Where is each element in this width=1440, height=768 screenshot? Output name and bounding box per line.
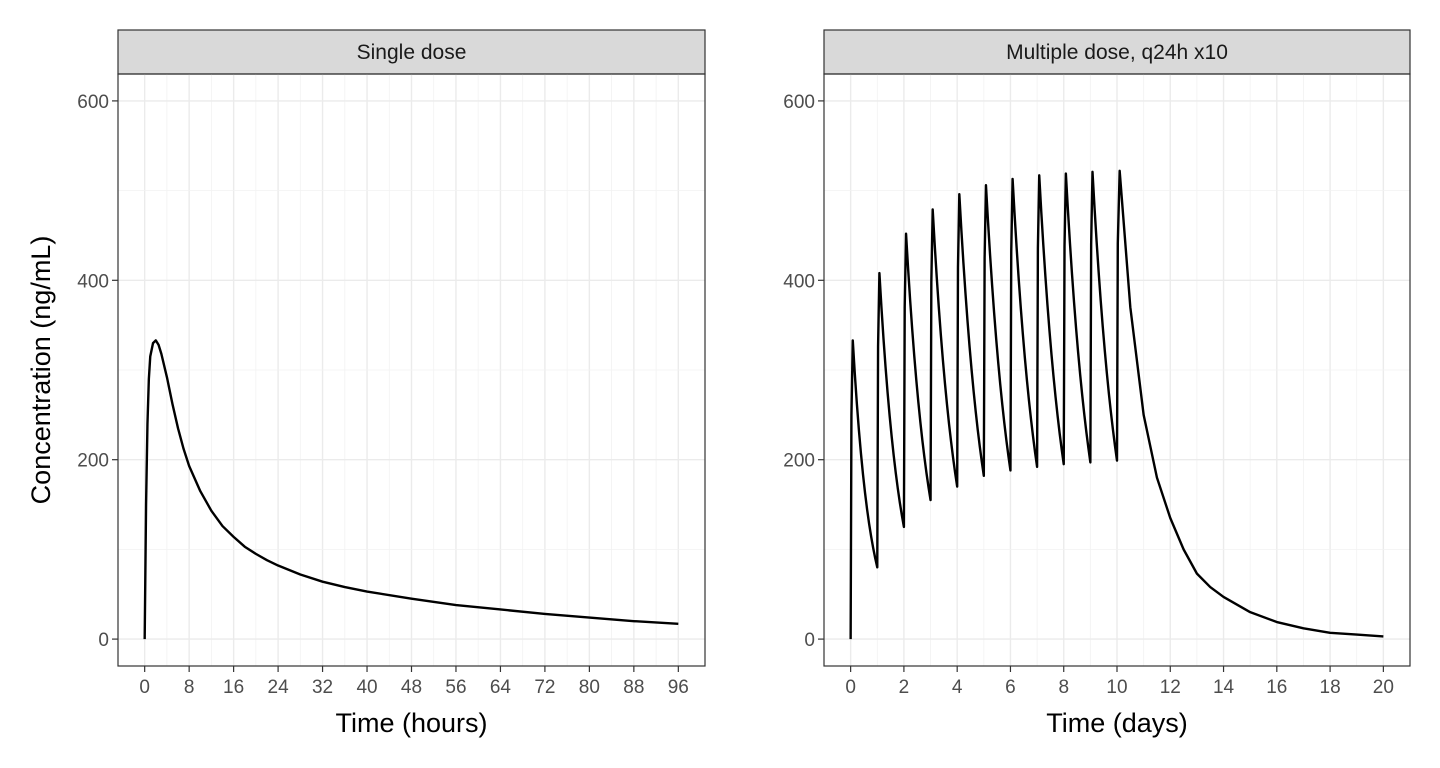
y-axis-title: Concentration (ng/mL) (26, 236, 56, 505)
y-tick-label: 600 (783, 92, 815, 113)
x-tick-label: 80 (579, 677, 600, 698)
x-tick-label: 32 (312, 677, 333, 698)
y-tick-label: 0 (804, 630, 815, 651)
panel-strip (823, 29, 1411, 75)
x-tick-label: 8 (184, 677, 195, 698)
x-tick-label: 0 (845, 677, 856, 698)
x-tick-label: 72 (534, 677, 555, 698)
x-tick-label: 24 (268, 677, 290, 698)
x-tick-label: 16 (1266, 677, 1287, 698)
x-tick-label: 88 (623, 677, 644, 698)
concentration-line (849, 169, 1384, 640)
x-tick-label: 2 (899, 677, 910, 698)
panel-single-dose: Single dose 0 8 16 24 32 40 48 56 64 72 80 88 96 0 20… (77, 29, 706, 738)
panel-multiple-dose: Multiple dose, q24h x10 0 2 4 6 8 10 12 14 16 18 2… (783, 29, 1411, 738)
panel-strip (117, 29, 706, 75)
y-axis: 0 200 400 600 (77, 92, 118, 651)
x-tick-label: 20 (1373, 677, 1394, 698)
x-axis: 0 2 4 6 8 10 12 14 16 18 20 (845, 666, 1394, 698)
x-tick-label: 96 (668, 677, 689, 698)
x-tick-label: 14 (1213, 677, 1235, 698)
y-axis: 0 200 400 600 (783, 92, 824, 651)
x-tick-label: 18 (1320, 677, 1341, 698)
x-tick-label: 16 (223, 677, 244, 698)
concentration-line (143, 339, 679, 640)
y-tick-label: 200 (77, 451, 109, 472)
x-tick-label: 56 (445, 677, 466, 698)
panel-title: Single dose (357, 41, 467, 64)
x-tick-label: 64 (490, 677, 512, 698)
x-axis-title: Time (hours) (335, 708, 487, 738)
x-tick-label: 12 (1160, 677, 1181, 698)
y-tick-label: 200 (783, 451, 815, 472)
y-tick-label: 400 (783, 271, 815, 292)
y-tick-label: 0 (98, 630, 109, 651)
panel-title: Multiple dose, q24h x10 (1006, 41, 1228, 64)
x-tick-label: 6 (1005, 677, 1016, 698)
x-tick-label: 48 (401, 677, 422, 698)
x-tick-label: 8 (1058, 677, 1069, 698)
x-tick-label: 40 (356, 677, 377, 698)
x-axis: 0 8 16 24 32 40 48 56 64 72 80 88 96 (139, 666, 689, 698)
x-tick-label: 10 (1106, 677, 1127, 698)
y-tick-label: 600 (77, 92, 109, 113)
x-tick-label: 0 (139, 677, 150, 698)
x-tick-label: 4 (952, 677, 963, 698)
x-axis-title: Time (days) (1046, 708, 1188, 738)
y-tick-label: 400 (77, 271, 109, 292)
grid (118, 74, 705, 666)
